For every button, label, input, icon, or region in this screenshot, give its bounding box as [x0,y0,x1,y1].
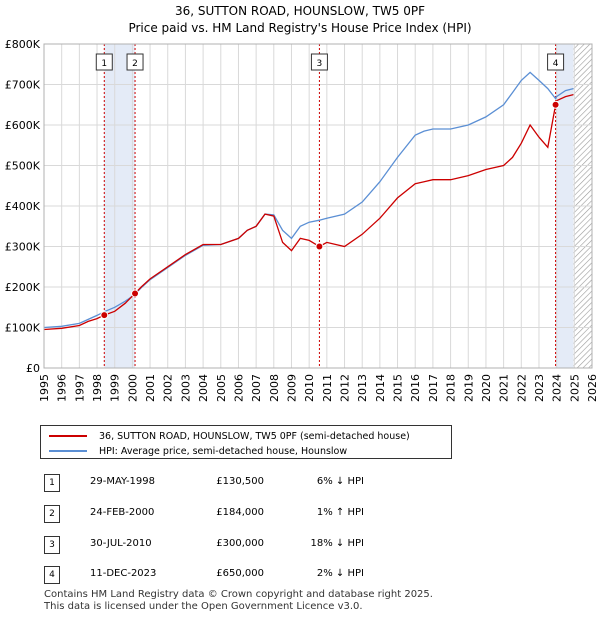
sale-marker-label: 2 [132,59,138,69]
legend-swatch-red [49,435,87,437]
transaction-number: 4 [44,566,60,584]
x-tick-label: 2020 [480,374,493,402]
chart-subtitle: Price paid vs. HM Land Registry's House … [128,21,472,35]
x-tick-label: 2008 [268,374,281,402]
legend-label-hpi: HPI: Average price, semi-detached house,… [99,445,348,457]
y-tick-label: £100K [5,322,41,335]
x-tick-label: 1998 [91,374,104,402]
x-tick-label: 2017 [427,374,440,402]
x-tick-label: 2011 [321,374,334,402]
transaction-number: 3 [44,536,60,554]
x-tick-label: 2003 [179,374,192,402]
x-tick-label: 2024 [551,374,564,402]
sale-point [131,289,140,298]
y-tick-label: £600K [5,119,41,132]
price-chart: 1 2 3 4 £0 £100K £200K £300K £400K £500K £600K £700… [5,38,599,402]
transaction-date: 30-JUL-2010 [90,538,152,549]
legend: 36, SUTTON ROAD, HOUNSLOW, TW5 0PF (semi… [40,425,452,459]
legend-item-property: 36, SUTTON ROAD, HOUNSLOW, TW5 0PF (semi… [49,429,410,443]
transaction-price: £650,000 [216,568,264,579]
sale-point [551,100,560,109]
x-tick-label: 2000 [126,374,139,402]
transaction-price: £184,000 [216,507,264,518]
legend-label-property: 36, SUTTON ROAD, HOUNSLOW, TW5 0PF (semi… [99,430,410,442]
x-tick-label: 2010 [303,374,316,402]
x-tick-label: 1999 [109,374,122,402]
sale-marker-box [126,53,144,71]
x-tick-label: 2018 [445,374,458,402]
x-tick-label: 2025 [568,374,581,402]
x-tick-label: 2022 [515,374,528,402]
transaction-hpi-diff: 2% ↓ HPI [316,568,364,579]
transaction-price: £300,000 [216,538,264,549]
x-tick-label: 2001 [144,374,157,402]
transaction-hpi-diff: 18% ↓ HPI [310,538,364,549]
x-tick-label: 2014 [374,374,387,402]
x-tick-label: 2015 [392,374,405,402]
x-tick-label: 1997 [73,374,86,402]
x-tick-label: 2023 [533,374,546,402]
x-tick-label: 2009 [285,374,298,402]
legend-swatch-blue [49,450,87,452]
y-tick-label: £0 [26,362,40,375]
sale-marker-label: 3 [317,59,323,69]
x-tick-label: 2021 [498,374,511,402]
y-tick-label: £800K [5,38,41,51]
property-series-line [43,93,574,331]
transaction-date: 29-MAY-1998 [90,476,156,487]
sale-marker-box [95,53,113,71]
x-tick-label: 1995 [38,374,51,402]
x-tick-label: 2019 [462,374,475,402]
transaction-number: 1 [44,474,60,492]
sale-marker-box [547,53,565,71]
y-tick-label: £500K [5,160,41,173]
x-tick-label: 2004 [197,374,210,402]
x-tick-label: 2005 [215,374,228,402]
sale-marker-box [310,53,328,71]
legend-item-hpi: HPI: Average price, semi-detached house,… [49,444,347,458]
x-tick-label: 2016 [409,374,422,402]
x-tick-label: 2006 [232,374,245,402]
sale-point [100,311,109,320]
y-tick-label: £700K [5,79,41,92]
chart-title: 36, SUTTON ROAD, HOUNSLOW, TW5 0PF [174,4,426,18]
footer-licence: This data is licensed under the Open Gov… [44,601,363,612]
y-tick-label: £300K [5,241,41,254]
x-tick-label: 2002 [162,374,175,402]
plot-frame [43,43,593,369]
transaction-date: 24-FEB-2000 [90,507,155,518]
x-tick-label: 1996 [56,374,69,402]
x-tick-label: 2013 [356,374,369,402]
sale-marker-label: 4 [553,59,559,69]
footer-copyright: Contains HM Land Registry data © Crown c… [44,589,433,600]
y-tick-label: £200K [5,281,41,294]
transaction-date: 11-DEC-2023 [90,568,157,579]
transaction-hpi-diff: 6% ↓ HPI [316,476,364,487]
y-tick-label: £400K [5,200,41,213]
transaction-hpi-diff: 1% ↑ HPI [316,507,364,518]
sale-point [315,242,324,251]
x-tick-label: 2012 [339,374,352,402]
sale-marker-label: 1 [101,59,107,69]
transaction-price: £130,500 [216,476,264,487]
transaction-number: 2 [44,505,60,523]
x-tick-label: 2007 [250,374,263,402]
x-tick-label: 2026 [586,374,599,402]
